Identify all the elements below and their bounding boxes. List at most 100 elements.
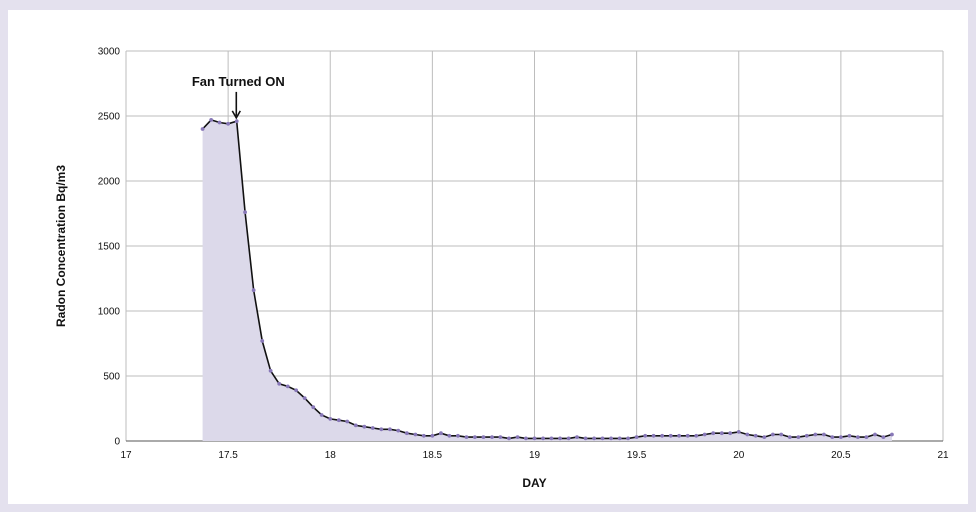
data-point [779,432,784,437]
data-point [626,436,630,441]
x-tick-label: 20.5 [831,450,851,461]
data-point [439,431,443,436]
arrow-head [231,110,241,120]
data-point [609,436,613,441]
data-point [541,436,545,441]
y-tick-label: 3000 [98,47,121,58]
data-point [890,432,894,437]
data-point [668,433,673,438]
data-point [847,433,852,438]
data-point [464,435,469,439]
x-tick-label: 17 [120,450,132,461]
data-point [830,435,835,439]
data-point [285,384,290,389]
data-point [592,436,597,441]
data-point [524,436,528,441]
x-tick-label: 19.5 [627,450,647,461]
data-point [762,435,767,439]
radon-chart: 17 17.5 18 18.5 19 19.5 20 20.5 21 0 500 1000 1500 2… [54,47,949,491]
x-axis-label: DAY [522,476,546,490]
data-point [430,433,435,438]
data-point [702,432,707,437]
data-point [413,432,418,437]
data-point [566,436,571,441]
data-point [456,433,460,438]
data-point [234,119,239,124]
series-line [202,118,893,440]
y-tick-label: 1500 [98,242,121,253]
data-point [660,433,665,438]
data-point [268,368,273,373]
data-point [694,433,699,438]
data-point [753,433,758,438]
data-point [421,433,426,438]
x-tick-label: 21 [937,450,949,461]
data-point [243,210,247,215]
data-point [490,435,494,439]
y-tick-label: 1000 [98,307,121,318]
data-point [387,427,392,432]
data-point [472,435,477,439]
chart-frame: 17 17.5 18 18.5 19 19.5 20 20.5 21 0 500 1000 1500 2… [8,10,968,504]
data-point [302,396,307,400]
data-point [617,436,622,441]
data-point [855,435,860,439]
data-point [643,433,648,438]
data-point [745,432,750,437]
data-point [362,424,367,429]
data-point [311,405,316,410]
data-point [685,433,690,438]
y-tick-labels: 0 500 1000 1500 2000 2500 3000 [98,47,121,448]
y-tick-label: 500 [103,372,120,383]
data-point [336,418,341,423]
data-point [507,436,511,441]
data-point [804,433,809,438]
y-tick-label: 0 [114,437,120,448]
data-point [277,381,282,386]
data-point [864,435,869,439]
y-tick-label: 2500 [98,112,121,123]
data-point [651,433,656,438]
data-point [200,127,205,131]
data-point [711,431,716,436]
data-point [353,423,358,428]
series-markers [200,118,894,441]
data-point [796,435,801,439]
data-point [294,388,299,393]
data-point [634,435,639,439]
data-point [345,419,350,424]
data-point [404,431,409,436]
data-point [217,120,222,125]
data-point [813,432,818,437]
data-point [251,288,256,293]
data-point [822,432,826,437]
annotation-arrow [231,91,241,120]
data-point [498,435,503,439]
data-point [379,427,384,432]
data-point [677,433,682,438]
data-point [532,436,537,441]
y-axis-label: Radon Concentration Bq/m3 [54,165,68,327]
data-point [728,431,733,436]
data-point [370,426,375,430]
data-point [719,431,724,436]
x-tick-label: 18 [325,450,337,461]
y-tick-label: 2000 [98,177,121,188]
data-point [736,430,741,434]
data-point [770,432,775,437]
data-point [447,433,452,438]
data-point [549,436,554,441]
data-point [575,435,579,439]
data-point [328,417,333,421]
x-tick-label: 17.5 [218,450,238,461]
x-tick-label: 20 [733,450,745,461]
data-point [787,435,792,439]
data-point [481,435,486,439]
data-point [600,436,605,441]
annotation-label: Fan Turned ON [192,74,285,89]
x-tick-label: 18.5 [423,450,443,461]
data-point [319,413,324,417]
data-point [873,432,877,437]
data-point [583,436,588,441]
series-area [202,119,892,442]
